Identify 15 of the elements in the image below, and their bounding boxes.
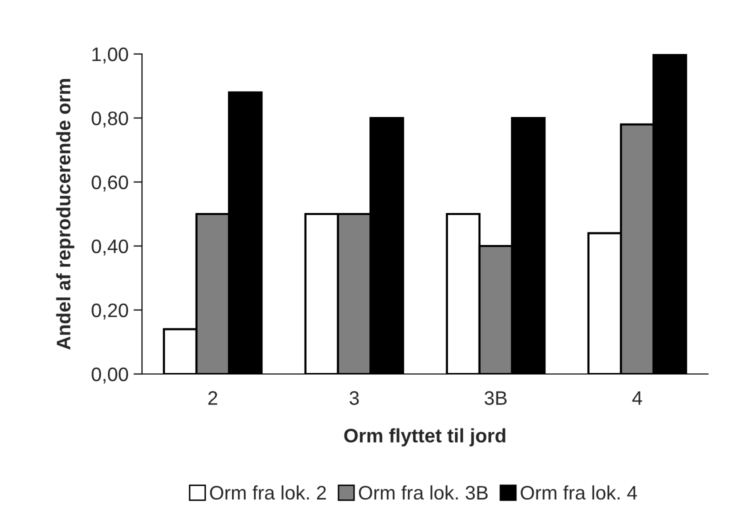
x-tick-label: 3	[350, 391, 359, 405]
y-tick-label: 1,00	[92, 47, 128, 64]
y-tick-label: 0,60	[92, 175, 128, 192]
x-tick-label: 4	[632, 391, 642, 405]
legend-label: Orm fra lok. 3B	[358, 485, 488, 500]
legend-label: Orm fra lok. 4	[520, 485, 637, 500]
y-tick-label: 0,40	[92, 239, 128, 256]
y-tick-label: 0,00	[92, 367, 128, 384]
y-tick-label: 0,80	[92, 111, 128, 128]
legend-label: Orm fra lok. 2	[210, 485, 326, 500]
y-axis-title: Andel af reproducerende orm	[56, 79, 74, 350]
y-tick-label: 0,20	[92, 303, 128, 320]
x-tick-label: 2	[208, 391, 218, 405]
x-axis-title: Orm flyttet til jord	[344, 428, 506, 446]
x-tick-label: 3B	[484, 391, 507, 405]
